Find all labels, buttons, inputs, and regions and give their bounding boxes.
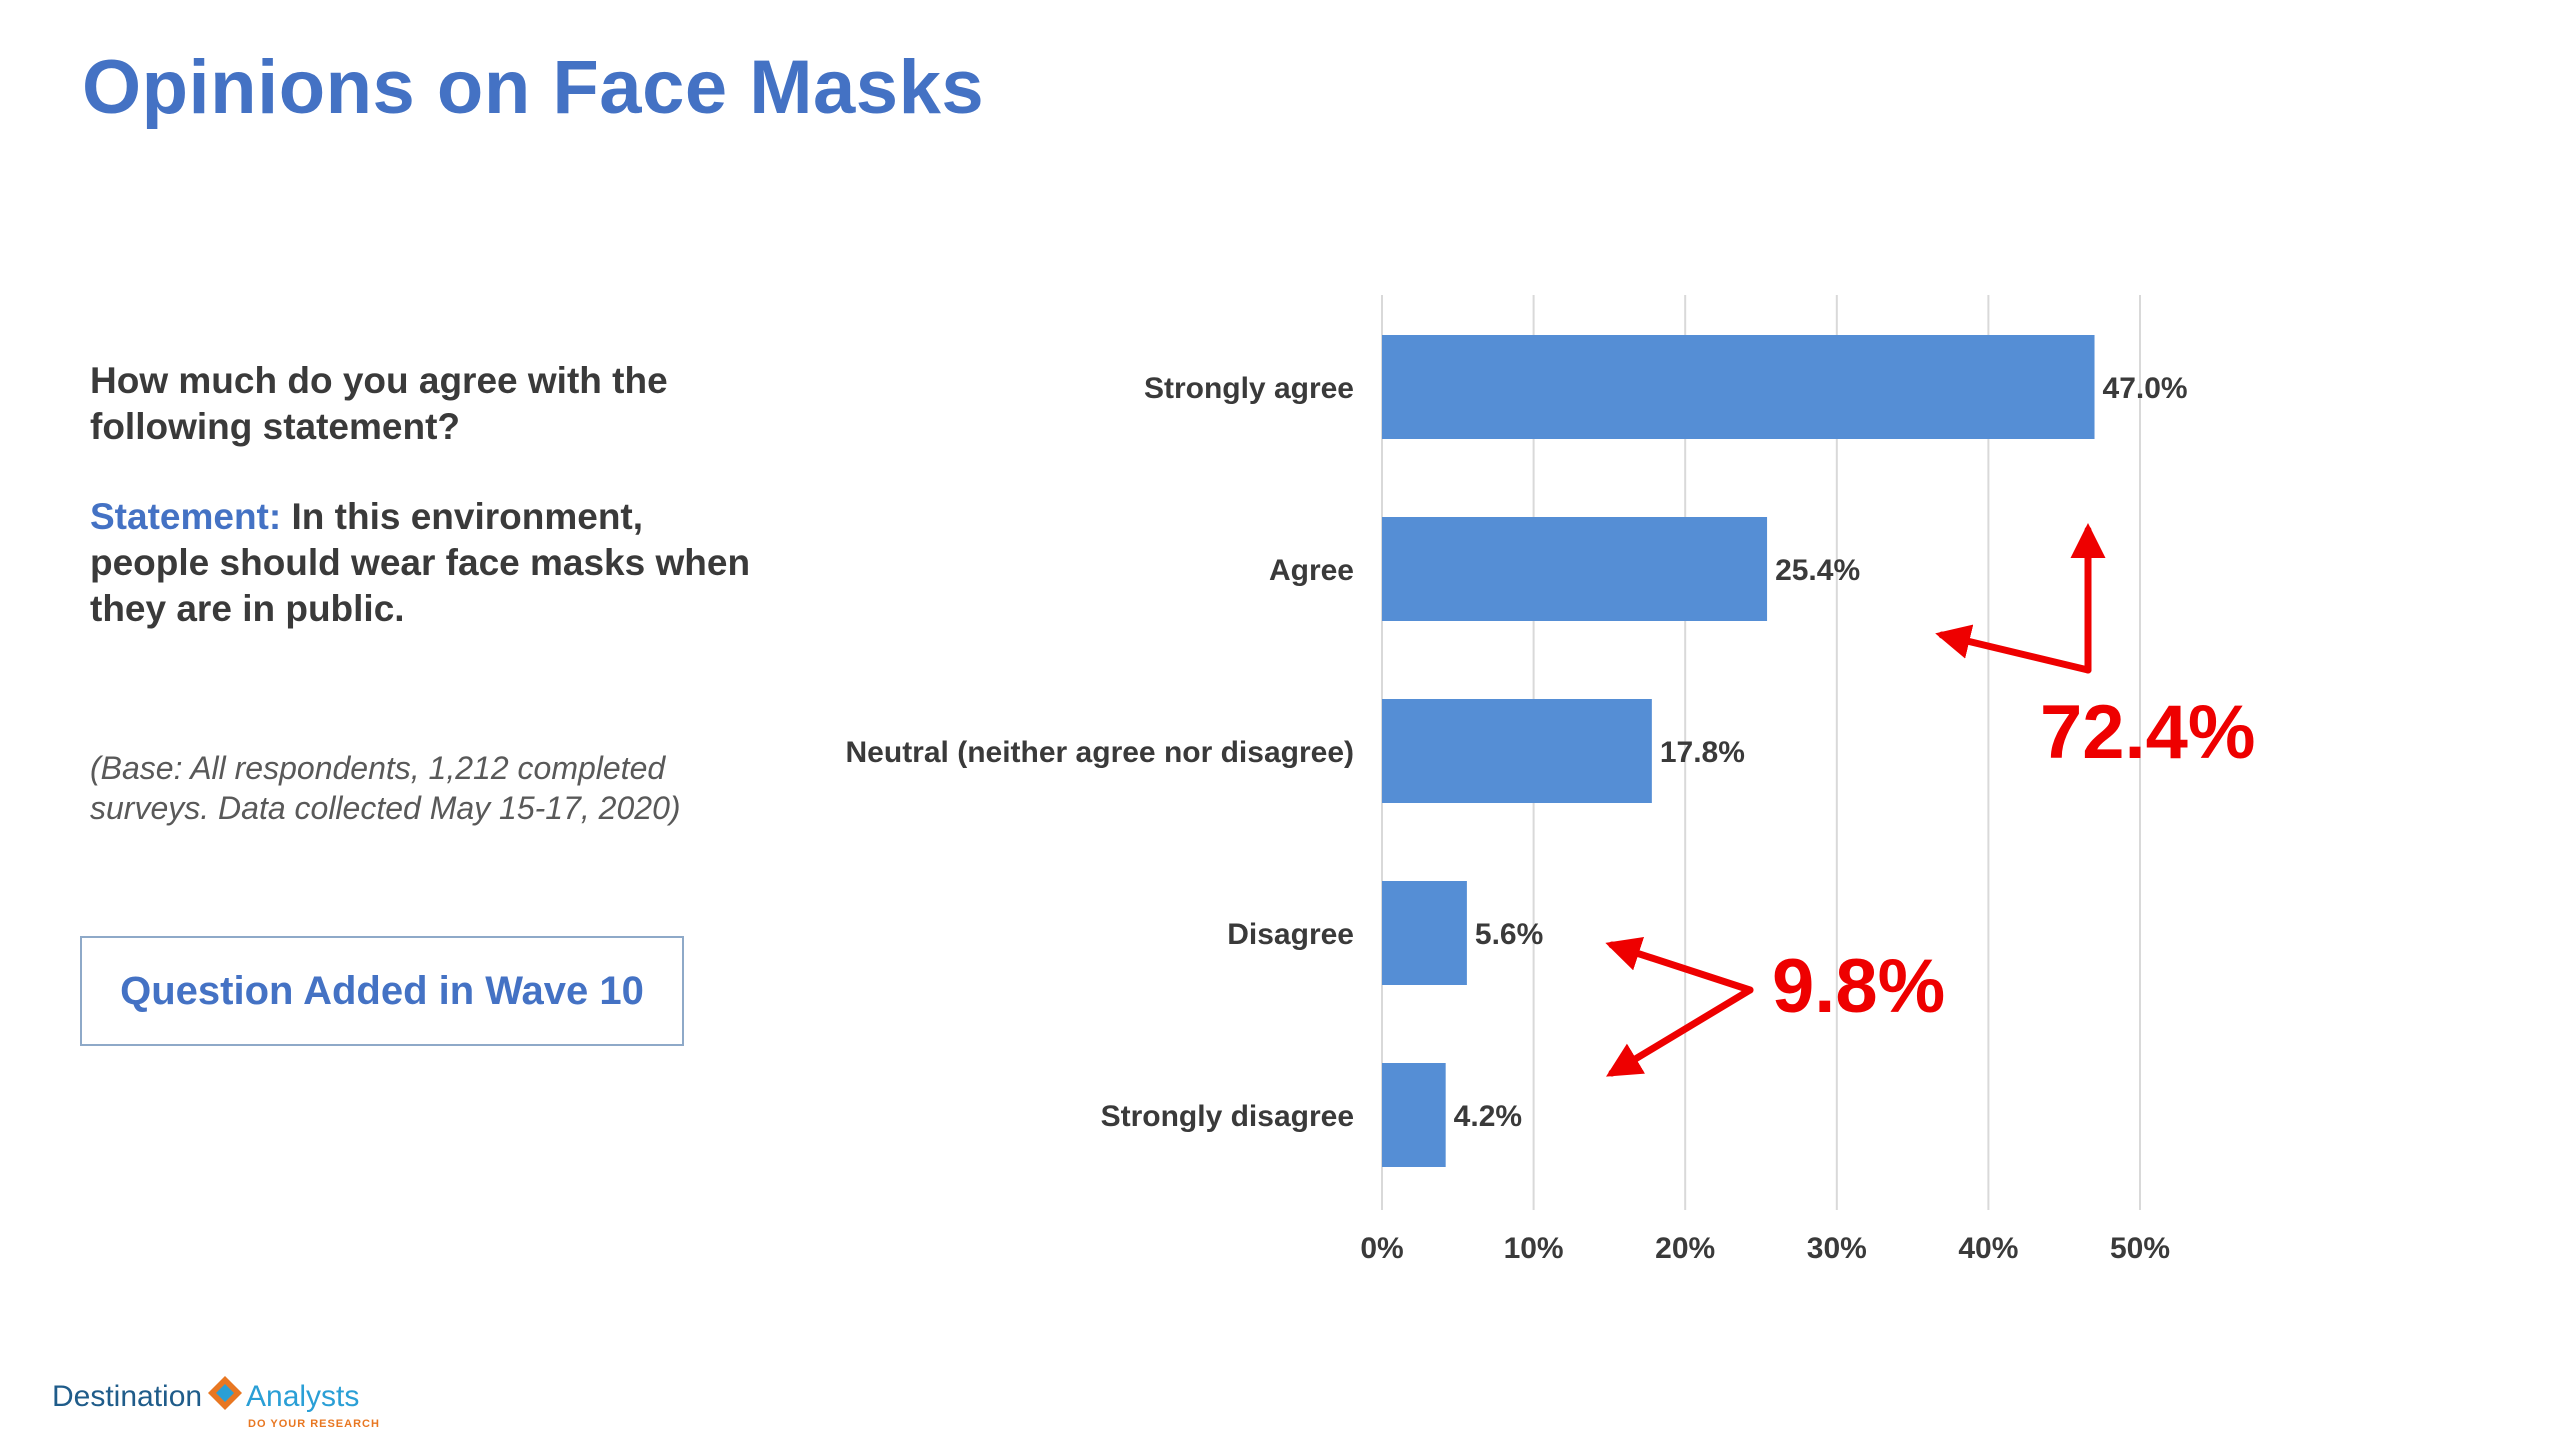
x-tick-label: 40% [1958, 1232, 2018, 1265]
page-title: Opinions on Face Masks [82, 45, 985, 130]
data-label: 47.0% [2103, 372, 2188, 405]
x-tick-label: 30% [1807, 1232, 1867, 1265]
bars [1382, 335, 2095, 1167]
wave-badge: Question Added in Wave 10 [80, 936, 684, 1046]
logo-right-text: Analysts [246, 1380, 359, 1413]
x-tick-label: 20% [1655, 1232, 1715, 1265]
bar [1382, 881, 1467, 985]
category-label: Disagree [1227, 918, 1354, 951]
data-label: 5.6% [1475, 918, 1543, 951]
annotation-agree-total: 72.4% [2040, 690, 2256, 775]
data-label: 17.8% [1660, 736, 1745, 769]
annotation-disagree-total: 9.8% [1772, 944, 1945, 1029]
x-tick-label: 50% [2110, 1232, 2170, 1265]
bar [1382, 517, 1768, 621]
category-labels: Strongly agree Agree Neutral (neither agre… [846, 372, 1354, 1133]
arrow-disagree-down [1606, 986, 1754, 1077]
data-label: 4.2% [1454, 1100, 1522, 1133]
base-note: (Base: All respondents, 1,212 completed … [90, 750, 681, 826]
category-label: Agree [1269, 554, 1354, 587]
wave-badge-label: Question Added in Wave 10 [120, 968, 644, 1013]
x-tick-label: 10% [1504, 1232, 1564, 1265]
bar [1382, 1063, 1446, 1167]
bar [1382, 335, 2095, 439]
statement-label: Statement: [90, 496, 282, 537]
statement-text: In this environment, people should wear … [90, 496, 751, 629]
category-label: Strongly disagree [1101, 1100, 1354, 1133]
question-text: How much do you agree with the following… [90, 360, 668, 447]
category-label: Strongly agree [1144, 372, 1354, 405]
category-label: Neutral (neither agree nor disagree) [846, 736, 1354, 769]
arrow-agree-left [1935, 624, 2092, 674]
bar [1382, 699, 1652, 803]
x-tick-label: 0% [1360, 1232, 1403, 1265]
data-labels: 47.0% 25.4% 17.8% 5.6% 4.2% [1454, 372, 2188, 1133]
statement-block: Statement: In this environment, people s… [90, 494, 770, 632]
annotation-arrows [1605, 523, 2106, 1077]
bar-chart: 47.0% 25.4% 17.8% 5.6% 4.2% Strongly agree Ag… [846, 295, 2256, 1265]
destination-analysts-logo: Destination Analysts DO YOUR RESEARCH [52, 1376, 380, 1430]
logo-tagline: DO YOUR RESEARCH [248, 1418, 380, 1430]
x-tick-labels: 0% 10% 20% 30% 40% 50% [1360, 1232, 2170, 1265]
data-label: 25.4% [1775, 554, 1860, 587]
logo-diamond-icon [208, 1376, 242, 1410]
arrow-disagree-up [1605, 937, 1754, 994]
logo-left-text: Destination [52, 1380, 202, 1413]
